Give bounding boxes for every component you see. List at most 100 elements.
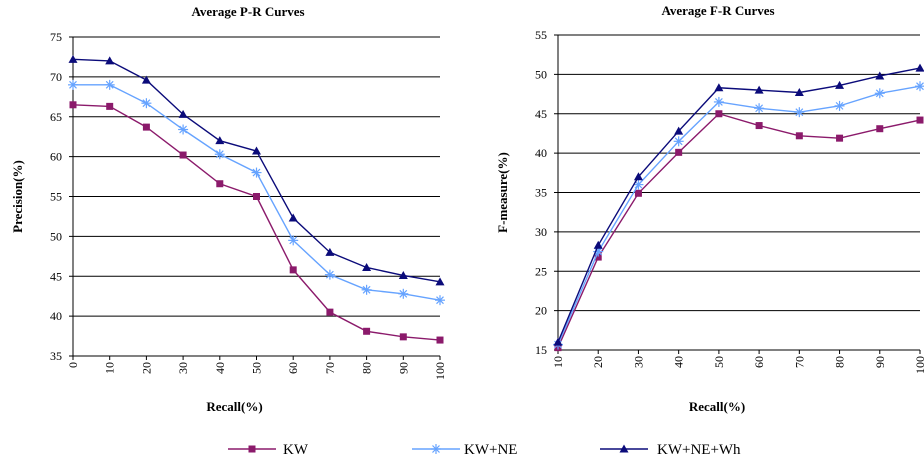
- data-point: [915, 63, 924, 72]
- y-tick-label: 50: [50, 229, 62, 243]
- x-tick-label: 40: [213, 362, 227, 374]
- chart-title: Average P-R Curves: [191, 4, 304, 19]
- data-point: [104, 79, 115, 90]
- legend-item: KW+NE+Wh: [600, 442, 741, 458]
- x-axis-title: Recall(%): [689, 399, 745, 414]
- y-tick-label: 55: [535, 28, 547, 42]
- data-point: [216, 180, 224, 188]
- x-tick-label: 30: [176, 362, 190, 374]
- data-point: [214, 149, 225, 160]
- y-tick-label: 25: [535, 264, 547, 278]
- data-point: [435, 295, 445, 306]
- x-tick-label: 90: [396, 362, 410, 374]
- data-point: [288, 213, 298, 222]
- legend-item: KW: [228, 442, 309, 458]
- x-tick-label: 70: [323, 362, 337, 374]
- data-point: [362, 262, 372, 271]
- x-tick-label: 40: [672, 356, 686, 368]
- x-tick-label: 70: [792, 356, 806, 368]
- y-axis-title: F-measure(%): [495, 152, 510, 233]
- y-tick-label: 15: [535, 343, 547, 357]
- data-point: [634, 189, 642, 197]
- x-tick-label: 80: [833, 356, 847, 368]
- data-point: [141, 75, 151, 84]
- data-point: [251, 167, 262, 178]
- y-tick-label: 45: [50, 269, 62, 283]
- data-point: [875, 71, 885, 80]
- data-point: [178, 124, 189, 135]
- data-point: [435, 277, 445, 286]
- data-point: [361, 284, 372, 295]
- y-tick-label: 45: [535, 107, 547, 121]
- data-point: [755, 122, 763, 130]
- x-tick-label: 90: [873, 356, 887, 368]
- data-point: [179, 151, 187, 159]
- data-point: [68, 54, 78, 63]
- x-tick-label: 0: [66, 362, 80, 368]
- x-tick-label: 100: [433, 362, 447, 380]
- legend-label: KW+NE: [464, 442, 517, 458]
- x-tick-label: 60: [752, 356, 766, 368]
- x-tick-label: 20: [139, 362, 153, 374]
- data-point: [105, 56, 115, 65]
- y-tick-label: 75: [50, 30, 62, 44]
- data-point: [834, 100, 845, 111]
- data-point: [289, 266, 297, 274]
- data-point: [436, 336, 444, 344]
- x-tick-label: 80: [360, 362, 374, 374]
- x-tick-label: 10: [551, 356, 565, 368]
- legend: KW KW+NE KW+NE+Wh: [228, 442, 741, 458]
- data-point: [754, 103, 765, 114]
- y-tick-label: 35: [535, 186, 547, 200]
- data-point: [178, 109, 188, 118]
- legend-marker: [619, 444, 629, 453]
- data-point: [794, 87, 804, 96]
- data-point: [553, 337, 563, 346]
- data-point: [253, 193, 260, 200]
- y-tick-label: 70: [50, 70, 62, 84]
- series-line-kw: [72, 104, 441, 341]
- data-point: [715, 110, 723, 118]
- data-point: [794, 107, 805, 118]
- data-point: [675, 148, 683, 156]
- x-axis-title: Recall(%): [206, 399, 262, 414]
- chart-title: Average F-R Curves: [661, 3, 774, 18]
- y-tick-label: 40: [50, 309, 62, 323]
- data-point: [398, 270, 408, 279]
- data-point: [673, 136, 684, 147]
- data-point: [399, 333, 407, 341]
- data-point: [593, 240, 603, 249]
- legend-marker: [248, 445, 256, 453]
- data-point: [215, 136, 225, 145]
- x-tick-label: 20: [591, 356, 605, 368]
- data-point: [714, 83, 724, 92]
- data-point: [68, 79, 78, 90]
- data-point: [633, 179, 644, 190]
- data-point: [713, 96, 724, 107]
- data-point: [876, 125, 884, 133]
- data-point: [674, 126, 684, 135]
- legend-marker: [431, 444, 441, 454]
- data-point: [325, 247, 335, 256]
- data-point: [324, 269, 335, 280]
- data-point: [874, 88, 885, 99]
- series-line-kw: [557, 112, 921, 348]
- y-tick-label: 65: [50, 110, 62, 124]
- x-tick-label: 100: [913, 356, 924, 374]
- data-point: [835, 80, 845, 89]
- data-point: [916, 116, 924, 124]
- data-point: [252, 146, 261, 155]
- data-point: [69, 101, 77, 109]
- y-tick-label: 20: [535, 304, 547, 318]
- y-tick-label: 30: [535, 225, 547, 239]
- data-point: [326, 308, 334, 316]
- y-tick-label: 55: [50, 190, 62, 204]
- x-tick-label: 30: [631, 356, 645, 368]
- x-tick-label: 10: [103, 362, 117, 374]
- y-tick-label: 50: [535, 67, 547, 81]
- legend-label: KW+NE+Wh: [657, 442, 741, 458]
- y-tick-label: 60: [50, 150, 62, 164]
- legend-item: KW+NE: [412, 442, 517, 458]
- data-point: [106, 102, 114, 110]
